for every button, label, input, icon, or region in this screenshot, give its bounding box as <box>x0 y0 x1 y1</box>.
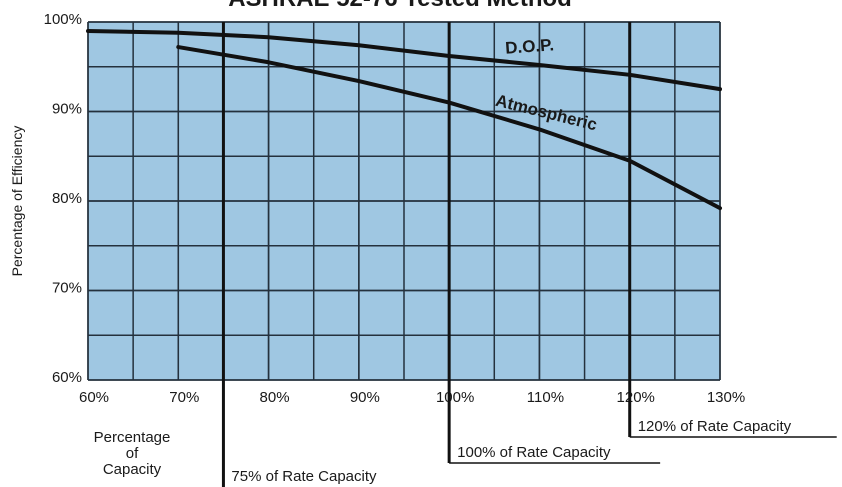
chart-title: ASHRAE 52-76 Tested Method <box>228 0 572 12</box>
y-tick-label: 80% <box>52 190 82 207</box>
x-tick-label: 120% <box>617 389 655 406</box>
series-line <box>176 45 722 211</box>
x-tick-label: 60% <box>79 389 109 406</box>
x-axis-label: Percentage <box>94 429 171 446</box>
x-tick-label: 130% <box>707 389 745 406</box>
series-line <box>86 28 722 92</box>
y-tick-label: 100% <box>44 11 82 28</box>
annotation-label: 100% of Rate Capacity <box>457 444 611 461</box>
annotation-label: 75% of Rate Capacity <box>231 468 377 485</box>
y-tick-label: 60% <box>52 369 82 386</box>
x-tick-label: 90% <box>350 389 380 406</box>
x-tick-label: 80% <box>260 389 290 406</box>
y-tick-label: 90% <box>52 101 82 118</box>
y-tick-label: 70% <box>52 280 82 297</box>
y-axis-label: Percentage of Efficiency <box>9 126 25 277</box>
x-axis-label: Capacity <box>103 461 162 478</box>
x-tick-label: 100% <box>436 389 474 406</box>
series-label: D.O.P. <box>505 35 555 57</box>
annotation-label: 120% of Rate Capacity <box>638 418 792 435</box>
x-tick-label: 110% <box>527 389 564 406</box>
x-tick-label: 70% <box>169 389 199 406</box>
x-axis-label: of <box>126 445 139 462</box>
